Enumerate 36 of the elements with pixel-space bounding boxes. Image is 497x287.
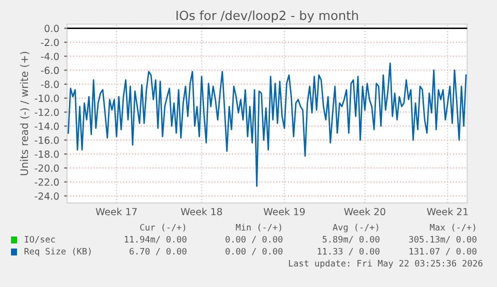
text: Cur (-/+) xyxy=(140,224,186,232)
legend-label: Req Size (KB) xyxy=(24,248,91,256)
y-tick-label: -4.0 xyxy=(40,52,59,60)
y-tick-label: -6.0 xyxy=(40,66,59,74)
y-axis-title: Units read (-) / write (+) xyxy=(20,52,30,176)
text: 305.13m/ 0.00 xyxy=(409,236,476,244)
y-tick-label: -14.0 xyxy=(34,122,59,130)
y-tick-label: -10.0 xyxy=(34,94,59,102)
line-series xyxy=(68,62,467,187)
x-tick-label: Week 18 xyxy=(180,208,222,216)
x-tick-label: Week 19 xyxy=(264,208,305,216)
x-tick-label: Week 20 xyxy=(344,208,386,216)
text: 6.70 / 0.00 xyxy=(130,248,186,256)
text: 11.94m/ 0.00 xyxy=(124,236,186,244)
y-tick-label: -18.0 xyxy=(34,150,59,158)
chart-title: IOs for /dev/loop2 - by month xyxy=(176,10,358,23)
text: 0.00 / 0.00 xyxy=(226,236,282,244)
text: Min (-/+) xyxy=(236,224,282,232)
y-tick-label: -12.0 xyxy=(34,108,59,116)
y-tick-label: 0.0 xyxy=(44,24,59,32)
text: Max (-/+) xyxy=(430,224,476,232)
text: 11.33 / 0.00 xyxy=(318,248,380,256)
text: Avg (-/+) xyxy=(332,224,378,232)
y-tick-label: -22.0 xyxy=(34,178,59,186)
y-tick-label: -8.0 xyxy=(40,80,59,88)
text: 0.00 / 0.00 xyxy=(226,248,282,256)
x-tick-label: Week 17 xyxy=(96,208,137,216)
y-tick-label: -2.0 xyxy=(40,38,59,46)
text: 5.89m/ 0.00 xyxy=(322,236,380,244)
text: 131.07 / 0.00 xyxy=(410,248,476,256)
text: Last update: Fri May 22 03:25:36 2026 xyxy=(289,260,482,268)
x-tick-label: Week 21 xyxy=(426,208,468,216)
legend-label: IO/sec xyxy=(24,236,55,244)
y-tick-label: -20.0 xyxy=(34,164,59,172)
y-tick-label: -16.0 xyxy=(34,136,59,144)
y-tick-label: -24.0 xyxy=(34,192,59,200)
